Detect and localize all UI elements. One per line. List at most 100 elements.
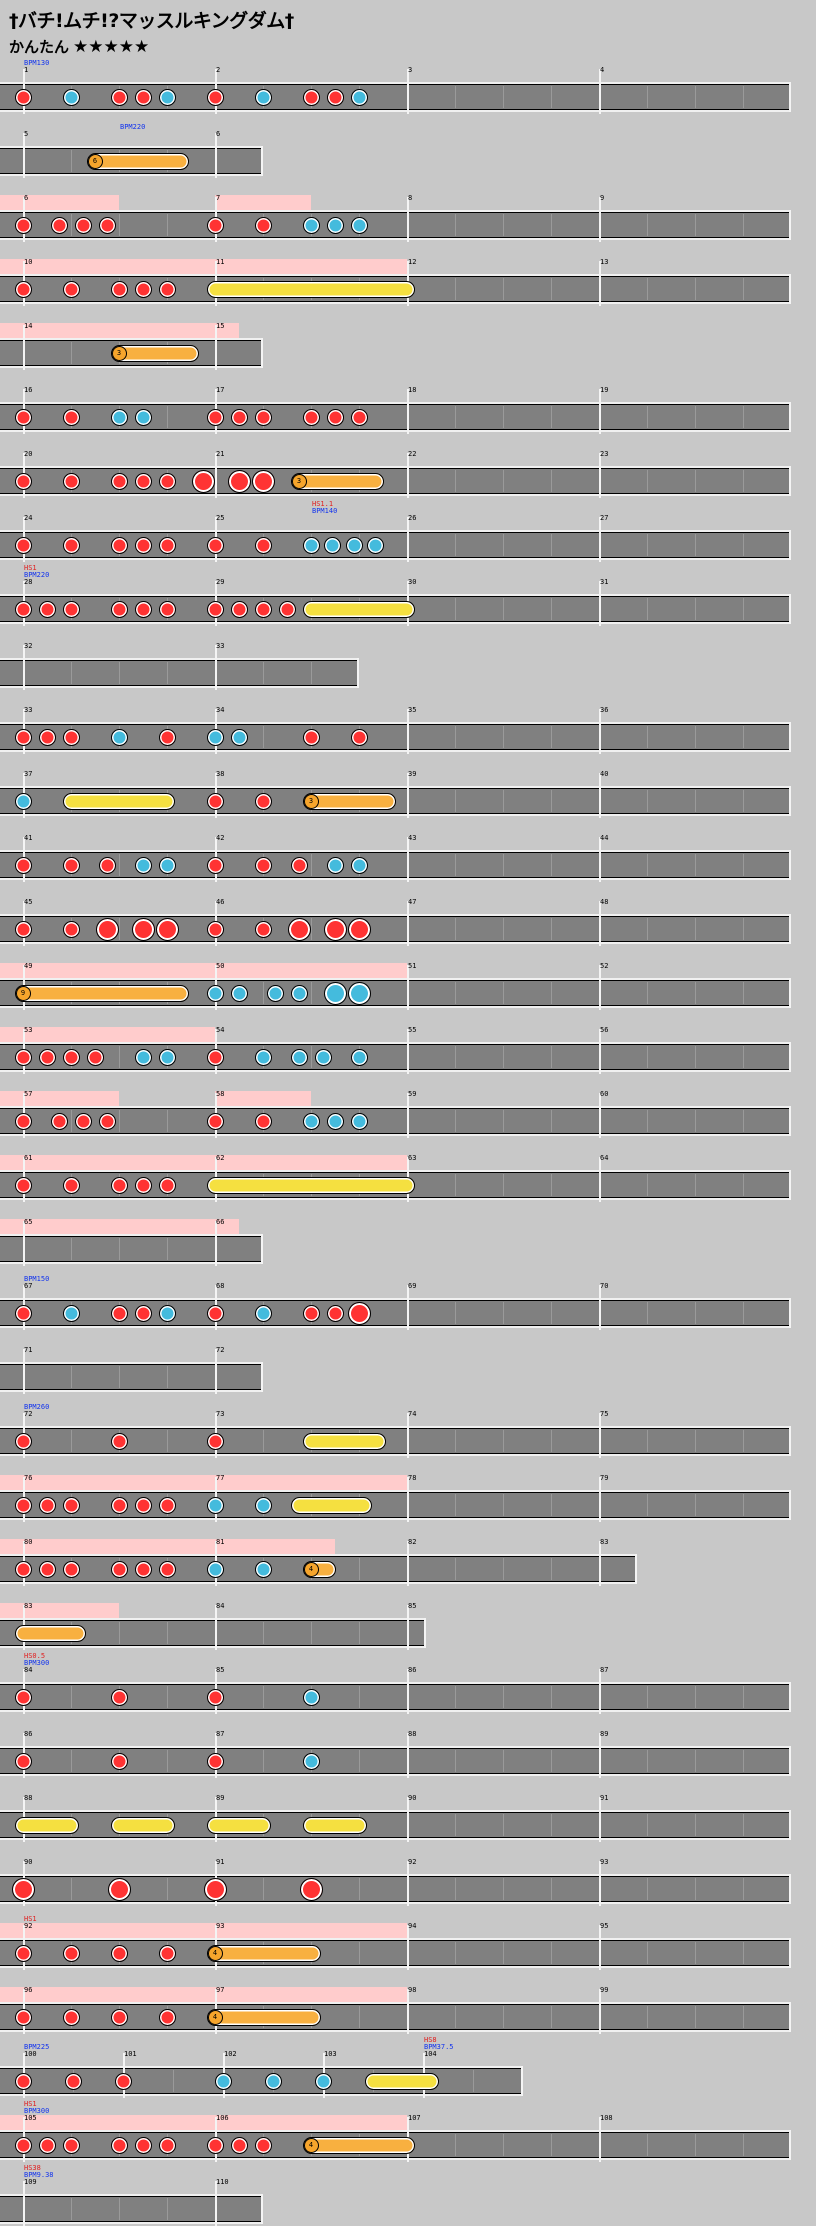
- barline-end: [261, 338, 263, 368]
- barline: [599, 965, 601, 1010]
- beat-line: [551, 918, 552, 940]
- measure-number: 5: [24, 130, 29, 138]
- measure-number: 46: [216, 898, 225, 906]
- bpm-marker: BPM300: [24, 1659, 50, 1667]
- barline: [599, 453, 601, 498]
- barline: [215, 453, 217, 498]
- ka-note: [206, 984, 224, 1002]
- barline-end: [789, 1042, 791, 1072]
- measure-number: 72: [24, 1410, 33, 1418]
- beat-line: [119, 1622, 120, 1644]
- ka-note: [350, 88, 368, 106]
- beat-line: [695, 1942, 696, 1964]
- beat-line: [71, 150, 72, 172]
- chart-row: 49 50 51 52 9: [0, 963, 791, 1010]
- barline: [215, 2181, 217, 2226]
- chart-row: 20 21 22 23 3: [0, 451, 791, 498]
- chart-row: 14 15 3: [0, 323, 263, 370]
- beat-line: [551, 534, 552, 556]
- measure-number: 55: [408, 1026, 417, 1034]
- barline: [599, 1733, 601, 1778]
- ka-note: [350, 856, 368, 874]
- measure-number: 33: [24, 706, 33, 714]
- drumroll-note: [303, 600, 415, 618]
- don-note: [62, 728, 80, 746]
- gogo-band: [0, 195, 119, 210]
- measure-number: 86: [408, 1666, 417, 1674]
- measure-number: 71: [24, 1346, 33, 1354]
- measure-number: 14: [24, 322, 33, 330]
- beat-line: [743, 278, 744, 300]
- beat-line: [167, 1750, 168, 1772]
- note-lane: [0, 1938, 791, 1968]
- beat-line: [455, 726, 456, 748]
- beat-line: [695, 86, 696, 108]
- beat-line: [551, 1302, 552, 1324]
- don-note: [38, 2136, 56, 2154]
- note-lane: [0, 2194, 263, 2224]
- don-note: [62, 2136, 80, 2154]
- big-don-note: [299, 1877, 323, 1901]
- don-note: [110, 1688, 128, 1706]
- beat-line: [551, 790, 552, 812]
- measure-number: 110: [216, 2178, 229, 2186]
- don-note: [206, 2136, 224, 2154]
- don-note: [14, 1176, 32, 1194]
- measure-number: 50: [216, 962, 225, 970]
- beat-line: [119, 1110, 120, 1132]
- barline-end: [789, 530, 791, 560]
- ka-note: [314, 2072, 332, 2090]
- beat-line: [647, 2006, 648, 2028]
- barline: [407, 965, 409, 1010]
- don-note: [62, 1176, 80, 1194]
- barline: [407, 901, 409, 946]
- drumroll-note: [303, 1816, 367, 1834]
- beat-line: [743, 2134, 744, 2156]
- measure-number: 79: [600, 1474, 609, 1482]
- ka-note: [345, 536, 363, 554]
- don-note: [290, 856, 308, 874]
- barline: [407, 1541, 409, 1586]
- barline: [599, 837, 601, 882]
- ka-note: [302, 536, 320, 554]
- drumroll-note: [15, 1816, 79, 1834]
- barline: [407, 1477, 409, 1522]
- beat-line: [503, 1302, 504, 1324]
- measure-number: 97: [216, 1986, 225, 1994]
- barline: [407, 197, 409, 242]
- beat-line: [71, 214, 72, 236]
- ka-note: [158, 1048, 176, 1066]
- beat-line: [455, 1302, 456, 1324]
- beat-line: [647, 726, 648, 748]
- beat-line: [167, 1110, 168, 1132]
- don-note: [254, 920, 272, 938]
- don-note: [134, 1496, 152, 1514]
- big-ka-note: [347, 981, 371, 1005]
- measure-number: 105: [24, 2114, 37, 2122]
- don-note: [110, 1752, 128, 1770]
- don-note: [62, 1560, 80, 1578]
- don-note: [254, 856, 272, 874]
- don-note: [206, 216, 224, 234]
- ka-note: [266, 984, 284, 1002]
- measure-number: 75: [600, 1410, 609, 1418]
- don-note: [158, 472, 176, 490]
- don-note: [206, 408, 224, 426]
- ka-note: [350, 1048, 368, 1066]
- don-note: [110, 1176, 128, 1194]
- barline-end: [789, 274, 791, 304]
- measure-number: 84: [24, 1666, 33, 1674]
- beat-line: [551, 214, 552, 236]
- measure-number: 25: [216, 514, 225, 522]
- measure-number: 24: [24, 514, 33, 522]
- barline-end: [261, 1362, 263, 1392]
- don-note: [206, 1432, 224, 1450]
- beat-line: [647, 1814, 648, 1836]
- bpm-marker: BPM37.5: [424, 2043, 454, 2051]
- beat-line: [167, 1238, 168, 1260]
- barline: [407, 1605, 409, 1650]
- beat-line: [311, 918, 312, 940]
- big-don-note: [287, 917, 311, 941]
- beat-line: [551, 278, 552, 300]
- beat-line: [695, 1046, 696, 1068]
